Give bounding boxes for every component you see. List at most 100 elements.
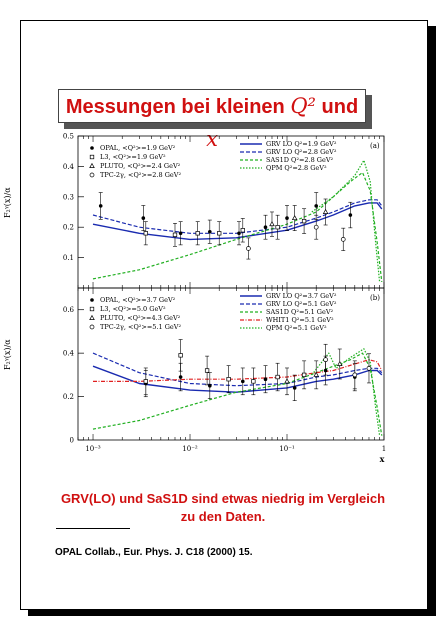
legend-label: WHIT1 Q²=5.1 GeV² bbox=[266, 316, 334, 324]
title-x: x bbox=[206, 127, 218, 151]
data-point bbox=[314, 204, 319, 208]
data-point bbox=[284, 378, 290, 384]
data-point bbox=[269, 221, 275, 227]
legend-marker bbox=[89, 154, 95, 160]
curve-line bbox=[311, 159, 381, 282]
data-point bbox=[204, 368, 210, 373]
legend-label: L3, <Q²>=5.0 GeV² bbox=[100, 305, 166, 313]
curve-line bbox=[93, 359, 383, 382]
x-axis-label: x bbox=[380, 454, 385, 464]
data-point bbox=[285, 216, 289, 220]
conclusion-line-2: zu den Daten. bbox=[180, 509, 266, 524]
legend-label: GRV LO Q²=1.9 GeV² bbox=[266, 140, 337, 148]
data-point bbox=[263, 225, 268, 229]
footnote-rule bbox=[56, 528, 130, 529]
legend-label: QPM Q²=2.8 GeV² bbox=[266, 164, 327, 172]
data-point bbox=[237, 231, 241, 236]
legend-label: TPC-2γ, <Q²>=2.8 GeV² bbox=[100, 171, 181, 179]
legend-label: GRV LO Q²=3.7 GeV² bbox=[266, 292, 337, 300]
reference-text: OPAL Collab., Eur. Phys. J. C18 (2000) 1… bbox=[55, 547, 253, 558]
legend-label: TPC-2γ, <Q²>=5.1 GeV² bbox=[100, 323, 181, 331]
data-point bbox=[348, 213, 353, 217]
data-point bbox=[275, 225, 280, 230]
panel-label: (a) bbox=[370, 142, 380, 150]
data-point bbox=[217, 231, 222, 236]
data-point bbox=[172, 232, 178, 237]
title-und: und bbox=[315, 96, 359, 118]
curve-line bbox=[311, 348, 381, 436]
legend-marker bbox=[89, 324, 95, 330]
data-point bbox=[291, 214, 298, 221]
data-point bbox=[366, 365, 372, 371]
data-point bbox=[208, 229, 212, 234]
legend-label: GRV LO Q²=2.8 GeV² bbox=[266, 148, 337, 156]
data-point bbox=[240, 228, 245, 233]
data-point bbox=[313, 371, 319, 377]
panel-label: (b) bbox=[370, 294, 380, 302]
y-tick-label: 0.5 bbox=[63, 133, 74, 141]
conclusion-line-1: GRV(LO) und SaS1D sind etwas niedrig im … bbox=[60, 491, 386, 506]
legend-label: GRV LO Q²=5.1 GeV² bbox=[266, 300, 337, 308]
legend-label: SAS1D Q²=5.1 GeV² bbox=[266, 308, 334, 316]
data-point bbox=[178, 353, 183, 358]
data-point bbox=[251, 379, 256, 384]
data-point bbox=[301, 218, 307, 224]
y-tick-label: 0.4 bbox=[63, 163, 75, 171]
legend-label: OPAL, <Q²>=3.7 GeV² bbox=[100, 296, 176, 304]
title-q2: Q² bbox=[290, 94, 316, 118]
legend-marker bbox=[90, 298, 94, 302]
legend-label: SAS1D Q²=2.8 GeV² bbox=[266, 156, 334, 164]
legend-marker bbox=[89, 162, 95, 168]
legend-marker bbox=[89, 314, 95, 320]
data-point bbox=[313, 224, 319, 230]
data-point bbox=[352, 372, 358, 378]
legend-label: PLUTO, <Q²>=4.3 GeV² bbox=[100, 314, 181, 322]
data-point bbox=[143, 231, 148, 236]
x-tick-label: 10⁻³ bbox=[85, 445, 101, 453]
data-point bbox=[292, 386, 297, 390]
data-point bbox=[340, 237, 346, 242]
y-tick-label: 0.2 bbox=[63, 224, 74, 232]
legend-marker bbox=[89, 306, 95, 312]
data-point bbox=[178, 231, 183, 236]
y-tick-label: 0.1 bbox=[63, 254, 74, 262]
data-point bbox=[323, 357, 328, 363]
y-tick-label: 0.4 bbox=[63, 350, 75, 358]
conclusion-text: GRV(LO) und SaS1D sind etwas niedrig im … bbox=[40, 490, 406, 526]
panel-frame bbox=[77, 287, 385, 441]
data-point bbox=[226, 377, 231, 382]
data-point bbox=[322, 208, 329, 214]
curve-line bbox=[92, 199, 383, 234]
y-tick-label: 0.3 bbox=[63, 193, 74, 201]
data-point bbox=[263, 377, 268, 382]
y-tick-label: 0.6 bbox=[63, 306, 75, 314]
legend-label: OPAL, <Q²>=1.9 GeV² bbox=[100, 144, 176, 152]
data-point bbox=[98, 204, 103, 208]
y-axis-label: F₂ᵞ(x)/α bbox=[3, 187, 12, 218]
x-tick-label: 10⁻² bbox=[182, 445, 198, 453]
slide-title: Messungen bei kleinen Q² und x bbox=[58, 89, 366, 151]
data-point bbox=[195, 231, 200, 236]
y-tick-label: 0.2 bbox=[63, 393, 74, 401]
data-point bbox=[336, 360, 343, 366]
data-point bbox=[143, 379, 148, 384]
y-axis-label: F₂ᵞ(x)/α bbox=[3, 339, 12, 370]
data-point bbox=[246, 246, 251, 251]
legend-label: QPM Q²=5.1 GeV² bbox=[266, 324, 327, 332]
x-tick-label: 10⁻¹ bbox=[279, 445, 295, 453]
y-tick-label: 0 bbox=[70, 437, 74, 445]
data-point bbox=[240, 379, 245, 384]
data-point bbox=[208, 383, 212, 388]
data-point bbox=[141, 216, 146, 220]
curve-line bbox=[92, 171, 383, 282]
legend-label: PLUTO, <Q²>=2.4 GeV² bbox=[100, 162, 181, 170]
title-prefix: Messungen bei kleinen bbox=[65, 96, 291, 118]
legend-label: L3, <Q²>=1.9 GeV² bbox=[100, 153, 166, 161]
data-point bbox=[301, 372, 307, 378]
x-tick-label: 1 bbox=[382, 445, 386, 453]
legend-marker bbox=[90, 146, 94, 150]
legend-marker bbox=[89, 172, 95, 178]
data-point bbox=[178, 375, 183, 379]
curve-line bbox=[92, 352, 383, 436]
